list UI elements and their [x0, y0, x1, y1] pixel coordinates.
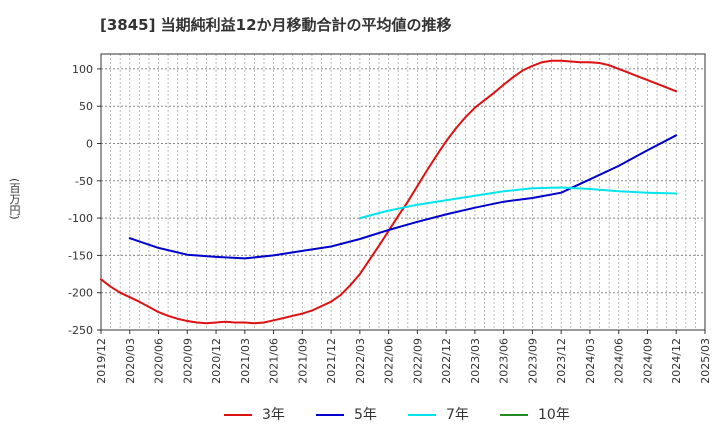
- series-line-2: [128, 134, 678, 260]
- y-tick-label: -100: [68, 212, 93, 225]
- legend-label: 3年: [262, 407, 285, 423]
- x-tick-label: 2023/06: [498, 338, 511, 384]
- x-tick-label: 2024/09: [641, 338, 654, 384]
- legend-label: 5年: [354, 407, 377, 423]
- x-tick-label: 2025/03: [699, 338, 712, 384]
- x-tick-label: 2023/12: [555, 338, 568, 384]
- x-tick-label: 2020/12: [210, 338, 223, 384]
- legend-label: 10年: [538, 407, 570, 423]
- x-tick-label: 2022/03: [354, 338, 367, 384]
- y-axis-label: (百万円): [8, 178, 21, 220]
- legend-label: 7年: [446, 407, 469, 423]
- y-tick-label: 100: [72, 63, 93, 76]
- x-tick-label: 2022/12: [440, 338, 453, 384]
- x-tick-label: 2023/09: [526, 338, 539, 384]
- y-tick-label: -200: [68, 287, 93, 300]
- x-tick-label: 2024/12: [670, 338, 683, 384]
- legend-swatch: [316, 414, 344, 416]
- x-tick-label: 2021/09: [296, 338, 309, 384]
- x-tick-label: 2019/12: [95, 338, 108, 384]
- x-tick-label: 2020/03: [124, 338, 137, 384]
- x-tick-label: 2024/03: [584, 338, 597, 384]
- chart-title: [3845] 当期純利益12か月移動合計の平均値の推移: [100, 16, 452, 34]
- legend: 3年 5年 7年 10年: [0, 402, 720, 426]
- legend-swatch: [224, 414, 252, 416]
- x-tick-label: 2022/09: [411, 338, 424, 384]
- x-tick-label: 2023/03: [469, 338, 482, 384]
- plot-area: [101, 54, 705, 330]
- x-tick-label: 2020/06: [153, 338, 166, 384]
- legend-swatch: [408, 414, 436, 416]
- x-tick-label: 2020/09: [181, 338, 194, 384]
- series-line-3: [358, 186, 678, 220]
- x-tick-label: 2021/06: [268, 338, 281, 384]
- y-tick-label: -150: [68, 249, 93, 262]
- x-tick-label: 2022/06: [383, 338, 396, 384]
- x-tick-label: 2021/03: [239, 338, 252, 384]
- y-tick-label: 50: [79, 100, 93, 113]
- legend-swatch: [500, 414, 528, 416]
- x-tick-label: 2024/06: [613, 338, 626, 384]
- plot-frame: [100, 53, 706, 331]
- y-tick-label: 0: [86, 138, 93, 151]
- y-tick-label: -250: [68, 324, 93, 337]
- x-tick-label: 2021/12: [325, 338, 338, 384]
- y-tick-label: -50: [75, 175, 93, 188]
